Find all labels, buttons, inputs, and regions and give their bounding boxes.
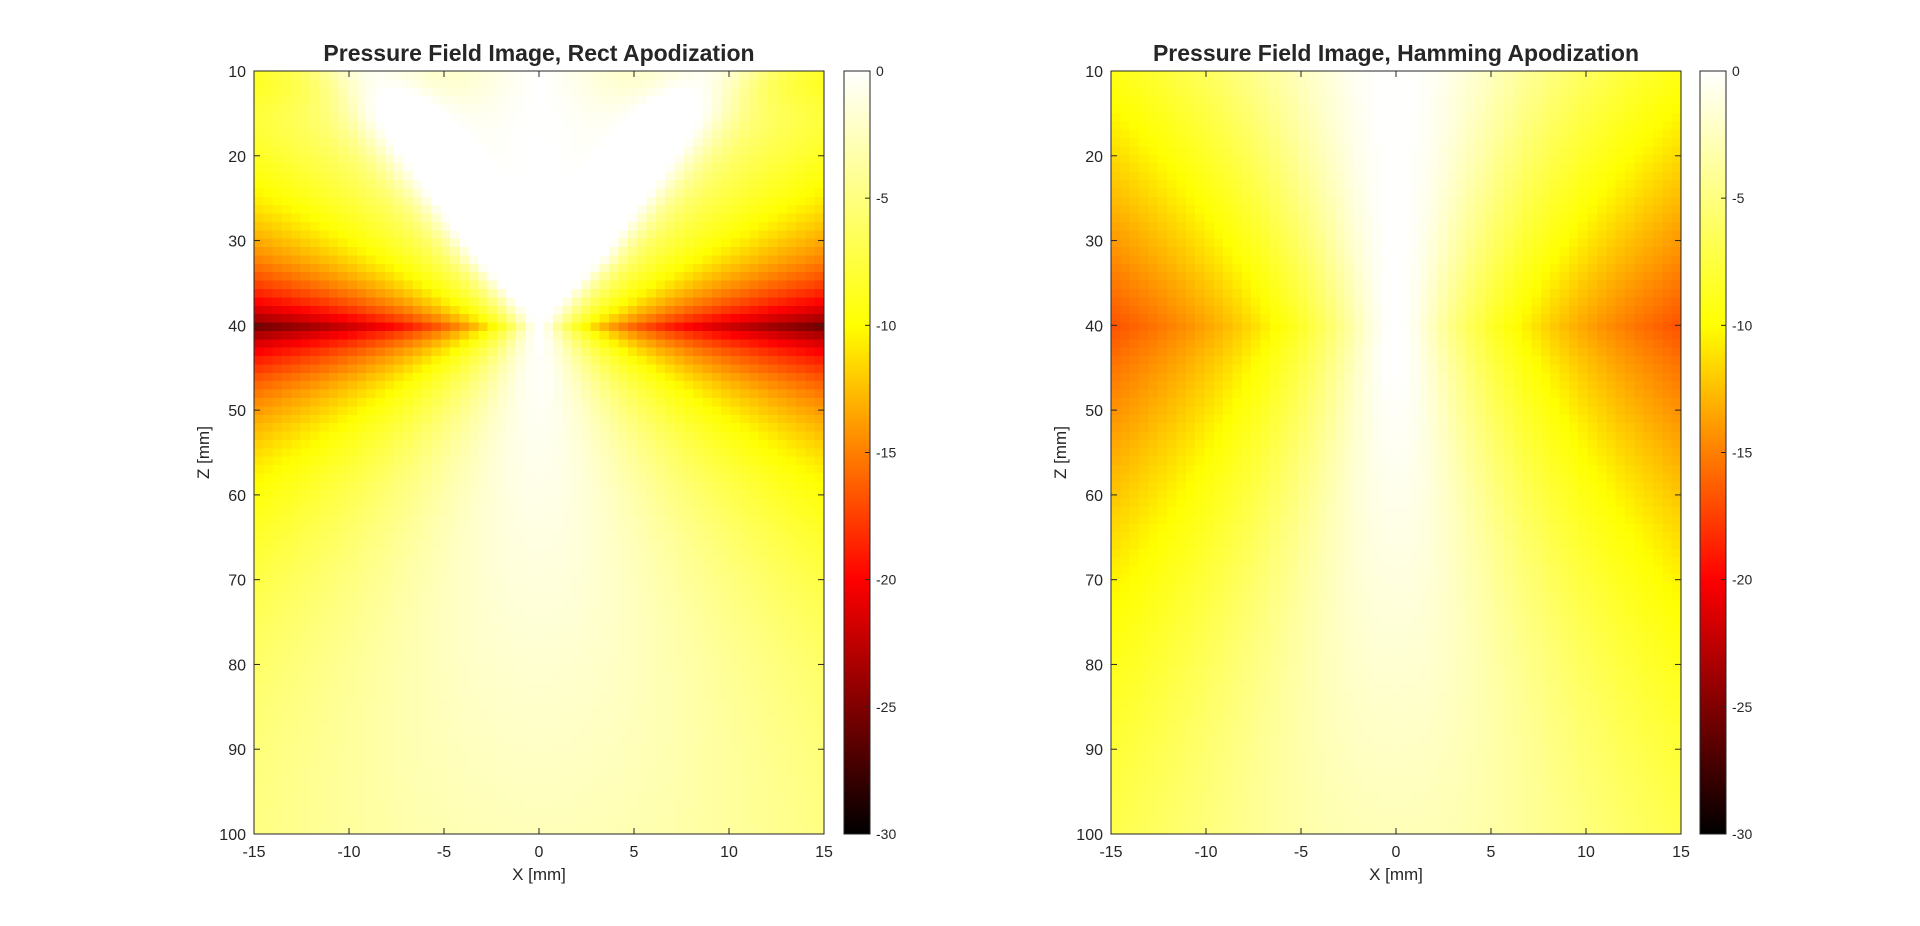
colorbar-tick-label: -30 xyxy=(1732,826,1752,842)
y-tick-label: 60 xyxy=(228,488,246,505)
x-tick-label: -5 xyxy=(437,844,451,861)
colorbar-tick-label: -20 xyxy=(1732,572,1752,588)
colorbar: 0 -5 -10 -15 -20 -25 -30 xyxy=(1699,63,1752,842)
y-tick-label: 70 xyxy=(228,573,246,590)
y-tick-label: 50 xyxy=(228,403,246,420)
x-tick-label: 0 xyxy=(535,844,544,861)
x-tick-label: 5 xyxy=(1487,844,1496,861)
y-tick-label: 20 xyxy=(228,149,246,166)
colorbar-tick-label: -25 xyxy=(1732,699,1752,715)
y-tick-label: 40 xyxy=(1085,318,1103,335)
heatmap-panel-1: -15 -10 -5 0 5 10 15 10 20 30 40 50 60 70 80 90 100 Press… xyxy=(194,40,896,884)
x-tick-label: -15 xyxy=(1099,844,1122,861)
chart-title: Pressure Field Image, Hamming Apodizatio… xyxy=(1153,40,1639,66)
x-tick-label: -15 xyxy=(242,844,265,861)
y-tick-label: 10 xyxy=(1085,64,1103,81)
y-tick-label: 90 xyxy=(1085,742,1103,759)
colorbar-tick-label: -20 xyxy=(876,572,896,588)
y-tick-label: 50 xyxy=(1085,403,1103,420)
x-tick-label: -10 xyxy=(1194,844,1217,861)
x-tick-label: 0 xyxy=(1392,844,1401,861)
colorbar: 0 -5 -10 -15 -20 -25 -30 xyxy=(843,63,896,842)
x-tick-label: 10 xyxy=(720,844,738,861)
y-tick-label: 80 xyxy=(1085,657,1103,674)
y-tick-label: 30 xyxy=(228,234,246,251)
y-tick-label: 100 xyxy=(1076,827,1103,844)
y-tick-label: 10 xyxy=(228,64,246,81)
y-tick-label: 60 xyxy=(1085,488,1103,505)
colorbar-tick-label: -5 xyxy=(876,190,889,206)
x-tick-label: 15 xyxy=(815,844,833,861)
y-tick-label: 20 xyxy=(1085,149,1103,166)
y-axis-label: Z [mm] xyxy=(194,426,213,479)
y-tick-label: 90 xyxy=(228,742,246,759)
colorbar-tick-label: -15 xyxy=(876,445,896,461)
colorbar-tick-label: 0 xyxy=(876,63,884,79)
heatmap-panel-2: -15 -10 -5 0 5 10 15 10 20 30 40 50 60 70 80 90 100 Press… xyxy=(1051,40,1752,884)
y-tick-label: 80 xyxy=(228,657,246,674)
x-tick-label: 10 xyxy=(1577,844,1595,861)
colorbar-tick-label: -10 xyxy=(876,317,896,333)
x-tick-label: -10 xyxy=(337,844,360,861)
y-tick-label: 40 xyxy=(228,318,246,335)
x-tick-label: -5 xyxy=(1294,844,1308,861)
y-tick-label: 100 xyxy=(219,827,246,844)
x-axis-label: X [mm] xyxy=(1369,865,1423,884)
heatmap-cells xyxy=(1111,71,1682,835)
y-tick-label: 70 xyxy=(1085,573,1103,590)
x-tick-label: 15 xyxy=(1672,844,1690,861)
colorbar-tick-label: -5 xyxy=(1732,190,1745,206)
y-axis-label: Z [mm] xyxy=(1051,426,1070,479)
heatmap-cells xyxy=(254,71,825,835)
chart-title: Pressure Field Image, Rect Apodization xyxy=(323,40,754,66)
colorbar-tick-label: -30 xyxy=(876,826,896,842)
y-tick-label: 30 xyxy=(1085,234,1103,251)
colorbar-tick-label: -25 xyxy=(876,699,896,715)
colorbar-tick-label: -10 xyxy=(1732,317,1752,333)
x-axis-label: X [mm] xyxy=(512,865,566,884)
x-tick-label: 5 xyxy=(630,844,639,861)
colorbar-tick-label: 0 xyxy=(1732,63,1740,79)
colorbar-tick-label: -15 xyxy=(1732,445,1752,461)
